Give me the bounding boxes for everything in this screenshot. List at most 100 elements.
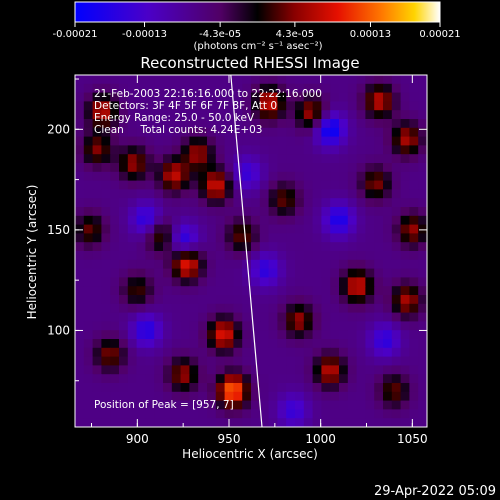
heatmap-cell <box>224 259 234 270</box>
heatmap-cell <box>365 356 375 366</box>
heatmap-cell <box>136 207 146 217</box>
heatmap-cell <box>127 365 138 375</box>
heatmap-cell <box>189 83 199 94</box>
heatmap-cell <box>277 356 287 366</box>
heatmap-cell <box>189 418 199 427</box>
heatmap-cell <box>189 215 199 226</box>
heatmap-cell <box>215 163 226 173</box>
heatmap-cell <box>365 136 375 146</box>
heatmap-cell <box>180 259 190 270</box>
heatmap-cell <box>233 400 243 410</box>
heatmap-cell <box>321 418 331 427</box>
heatmap-cell <box>119 75 129 85</box>
heatmap-cell <box>110 321 120 331</box>
heatmap-cell <box>356 339 366 349</box>
heatmap-cell <box>268 180 278 190</box>
heatmap-cell <box>347 400 358 410</box>
heatmap-cell <box>207 110 217 120</box>
heatmap-cell <box>391 365 402 375</box>
heatmap-cell <box>356 224 366 234</box>
heatmap-cell <box>145 233 155 243</box>
heatmap-cell <box>215 207 226 217</box>
heatmap-cell <box>251 374 261 384</box>
heatmap-cell <box>347 198 358 208</box>
heatmap-cell <box>286 356 296 366</box>
heatmap-cell <box>286 347 296 358</box>
heatmap-cell <box>268 374 278 384</box>
heatmap-cell <box>330 312 340 322</box>
heatmap-cell <box>312 356 322 366</box>
heatmap-cell <box>259 127 270 138</box>
heatmap-cell <box>330 127 340 138</box>
heatmap-cell <box>110 330 120 340</box>
heatmap-cell <box>295 339 305 349</box>
heatmap-cell <box>286 215 296 226</box>
heatmap-cell <box>163 145 173 155</box>
heatmap-cell <box>92 383 102 393</box>
heatmap-cell <box>330 154 340 164</box>
heatmap-cell <box>251 303 261 314</box>
heatmap-cell <box>409 171 419 182</box>
heatmap-cell <box>321 163 331 173</box>
heatmap-cell <box>171 321 182 331</box>
heatmap-cell <box>242 383 252 393</box>
heatmap-cell <box>233 347 243 358</box>
heatmap-cell <box>127 391 138 402</box>
heatmap-cell <box>171 92 182 102</box>
heatmap-cell <box>339 145 349 155</box>
heatmap-cell <box>312 321 322 331</box>
heatmap-cell <box>110 242 120 252</box>
heatmap-cell <box>224 163 234 173</box>
heatmap-cell <box>242 215 252 226</box>
heatmap-cell <box>356 233 366 243</box>
heatmap-cell <box>356 119 366 129</box>
heatmap-cell <box>242 233 252 243</box>
heatmap-cell <box>418 189 427 199</box>
heatmap-cell <box>374 330 384 340</box>
colorbar-tick-label: 4.3e-05 <box>276 29 314 40</box>
heatmap-cell <box>409 136 419 146</box>
heatmap-cell <box>330 189 340 199</box>
heatmap-cell <box>127 189 138 199</box>
heatmap-cell <box>233 286 243 296</box>
heatmap-cell <box>180 242 190 252</box>
heatmap-cell <box>251 101 261 111</box>
heatmap-cell <box>127 242 138 252</box>
heatmap-cell <box>259 224 270 234</box>
heatmap-cell <box>180 365 190 375</box>
heatmap-cell <box>171 400 182 410</box>
heatmap-cell <box>163 365 173 375</box>
heatmap-cell <box>418 154 427 164</box>
heatmap-cell <box>75 365 85 375</box>
heatmap-cell <box>259 365 270 375</box>
heatmap-cell <box>391 409 402 419</box>
heatmap-cell <box>92 277 102 287</box>
heatmap-cell <box>233 303 243 314</box>
heatmap-cell <box>198 418 208 427</box>
heatmap-cell <box>356 145 366 155</box>
heatmap-cell <box>163 330 173 340</box>
heatmap-cell <box>224 321 234 331</box>
heatmap-cell <box>418 145 427 155</box>
heatmap-cell <box>303 163 314 173</box>
heatmap-cell <box>321 127 331 138</box>
heatmap-cell <box>321 339 331 349</box>
heatmap-cell <box>92 321 102 331</box>
heatmap-cell <box>374 259 384 270</box>
heatmap-cell <box>127 418 138 427</box>
heatmap-cell <box>83 180 94 190</box>
heatmap-cell <box>374 418 384 427</box>
heatmap-cell <box>418 312 427 322</box>
heatmap-cell <box>259 198 270 208</box>
heatmap-cell <box>92 233 102 243</box>
heatmap-cell <box>233 330 243 340</box>
heatmap-cell <box>119 180 129 190</box>
heatmap-cell <box>75 418 85 427</box>
heatmap-cell <box>92 163 102 173</box>
colorbar-tick-label: -0.00013 <box>122 29 167 40</box>
colorbar-tick-label: -0.00021 <box>53 29 98 40</box>
heatmap-cell <box>418 101 427 111</box>
heatmap-cell <box>180 312 190 322</box>
heatmap-cell <box>92 409 102 419</box>
heatmap-cell <box>83 110 94 120</box>
